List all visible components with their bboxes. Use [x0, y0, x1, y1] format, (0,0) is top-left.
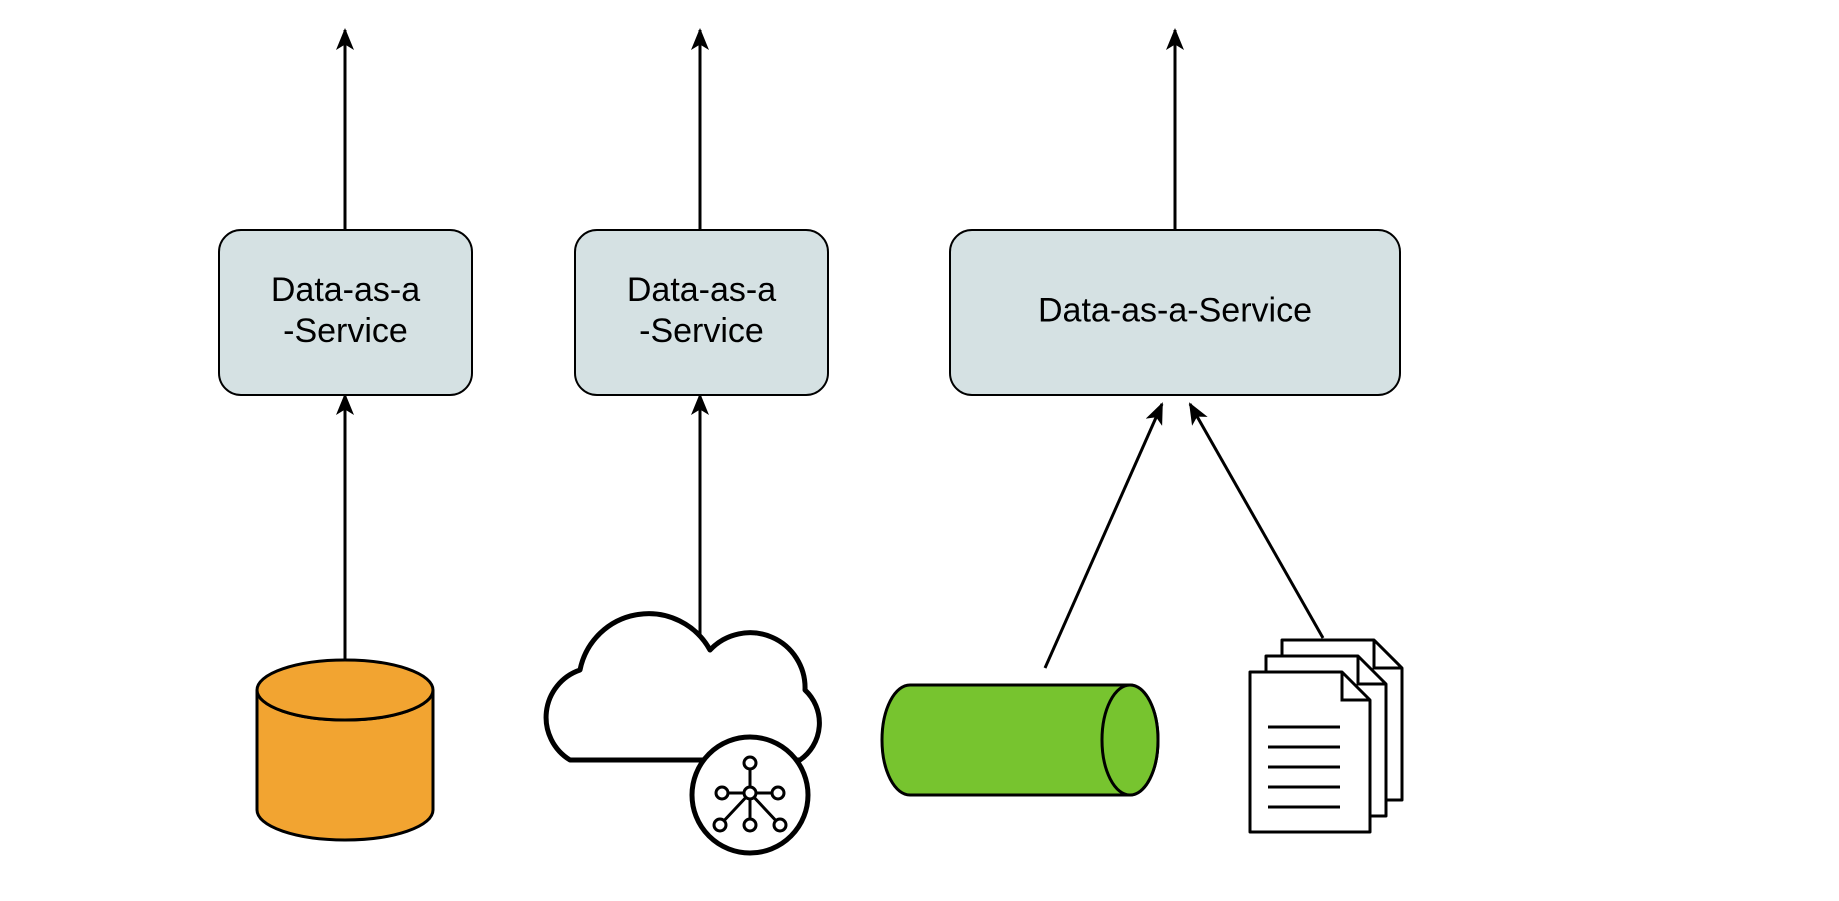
database-icon	[257, 660, 433, 840]
node-label: Data-as-a	[271, 271, 420, 309]
documents-icon	[1250, 640, 1402, 832]
node-n1: Data-as-a-Service	[219, 230, 472, 395]
diagram-canvas: Data-as-a-ServiceData-as-a-ServiceData-a…	[0, 0, 1839, 901]
arrow-5	[1045, 404, 1162, 668]
node-n3: Data-as-a-Service	[950, 230, 1400, 395]
arrow-6	[1190, 404, 1323, 638]
node-label: -Service	[639, 312, 764, 350]
nodes-layer: Data-as-a-ServiceData-as-a-ServiceData-a…	[219, 230, 1400, 395]
node-label: -Service	[283, 312, 408, 350]
node-label: Data-as-a	[627, 271, 776, 309]
node-label: Data-as-a-Service	[1038, 291, 1312, 329]
node-n2: Data-as-a-Service	[575, 230, 828, 395]
horizontal-cylinder-icon	[882, 685, 1158, 795]
icons-layer	[257, 614, 1402, 853]
cloud-network-icon	[546, 614, 819, 853]
